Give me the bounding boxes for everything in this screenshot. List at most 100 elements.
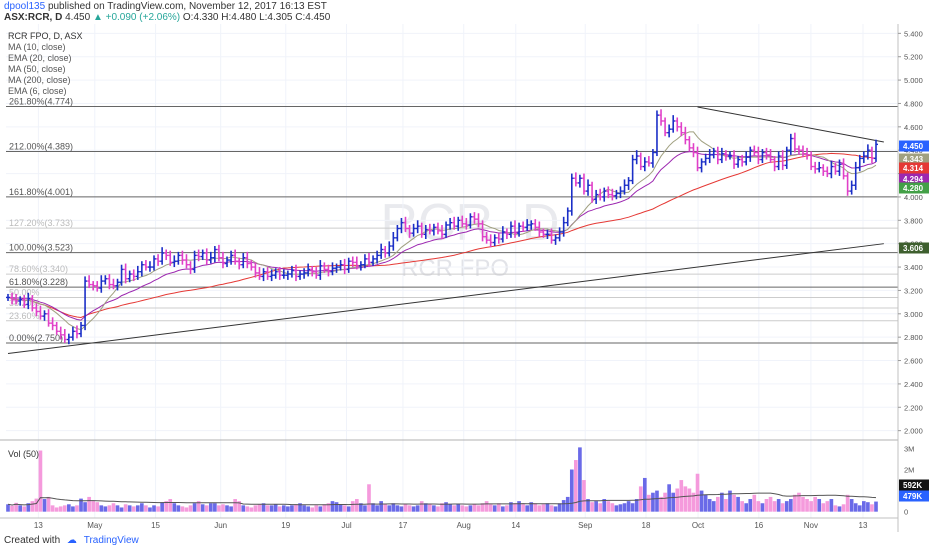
ohlc-bar (561, 216, 566, 237)
volume-bar (784, 501, 789, 512)
ohlc-bar (715, 146, 720, 165)
volume-bar (756, 501, 761, 512)
ohlc-bar (869, 146, 874, 164)
trendlines[interactable] (7, 106, 884, 355)
ohlc-bar (245, 251, 250, 269)
ohlc-bar (176, 251, 181, 265)
volume-bar (387, 505, 392, 512)
ohlc-bar (350, 256, 355, 268)
author-link[interactable]: dpool135 (4, 1, 46, 12)
time-tick-label: 17 (398, 521, 407, 530)
volume-bar (188, 505, 193, 512)
ohlc-bar (711, 147, 716, 159)
time-tick-label: 13 (859, 521, 868, 530)
ohlc-bar (423, 224, 428, 240)
ohlc-bar (70, 326, 75, 341)
ohlc-bar (788, 133, 793, 155)
volume-bar (821, 503, 826, 512)
ohlc-bar (703, 153, 708, 166)
ohlc-bar (468, 213, 473, 229)
ohlc-bar (249, 260, 254, 271)
ohlc-bar (683, 126, 688, 145)
volume-bar (638, 486, 643, 512)
volume-bar (30, 501, 35, 512)
price-label-4.294: 4.294 (899, 173, 929, 185)
indicator-legend: RCR FPO, D, ASX MA (10, close) EMA (20, … (8, 31, 83, 96)
volume-bar (330, 501, 335, 512)
volume-bar (367, 484, 371, 512)
time-tick-label: Nov (804, 521, 818, 530)
volume-bar (213, 503, 217, 512)
volume-bar (671, 492, 676, 512)
volume-bar (294, 504, 298, 512)
volume-bar (257, 504, 262, 512)
price-label-text: 4.450 (903, 142, 924, 151)
ohlc-bar (594, 189, 599, 204)
price-tick-label: 3.200 (904, 286, 923, 295)
ohlc-bar (448, 217, 453, 230)
volume-bar (529, 502, 534, 512)
volume-bar (492, 505, 497, 512)
ohlc-bar (233, 249, 238, 265)
ohlc-bar (533, 219, 538, 231)
volume-bar (496, 503, 501, 512)
ohlc-bar (752, 145, 757, 157)
volume-bar (322, 504, 327, 512)
ohlc-bar (111, 278, 116, 290)
ohlc-bar (172, 255, 177, 268)
fib-level-label: 127.20%(3.733) (9, 218, 73, 228)
ohlc-bar (642, 157, 647, 172)
volume-bar (651, 492, 655, 512)
ohlc-bar (460, 215, 465, 228)
volume-bar (732, 494, 736, 512)
volume-bar (853, 503, 858, 512)
volume-bar (659, 496, 663, 512)
volume-bar (237, 501, 242, 512)
volume-bar (391, 503, 396, 512)
ohlc-bar (143, 260, 148, 271)
volume-bar (679, 480, 684, 512)
ohlc-bar (732, 150, 737, 169)
volume-bar (62, 505, 67, 512)
ohlc-bar (541, 228, 546, 238)
ohlc-bar (630, 154, 635, 185)
axes[interactable]: 5.4005.2005.0004.8004.6004.4004.2004.000… (0, 24, 932, 532)
fibonacci-retracement[interactable]: 261.80%(4.774) 212.00%(4.389) 161.80%(4.00… (6, 96, 898, 344)
volume-bar (862, 501, 866, 512)
price-label-4.280: 4.280 (899, 182, 929, 194)
volume-bar (695, 473, 700, 512)
ohlc-bar (549, 228, 554, 244)
ohlc-bar (152, 255, 157, 271)
volume-bar (517, 501, 521, 512)
volume-label-592K: 592K (899, 479, 929, 491)
volume-bar (630, 503, 635, 512)
volume-bar (46, 496, 51, 512)
ohlc-close: C:4.450 (295, 12, 331, 23)
volume-bar (407, 505, 412, 512)
price-chart[interactable]: RCR, D RCR FPO 261.80%(4.774) 212.00%(4.3… (0, 24, 932, 532)
volume-bar (176, 505, 181, 512)
time-tick-label: Sep (578, 521, 593, 530)
ohlc-bar (289, 265, 294, 278)
ohlc-bar (845, 172, 850, 196)
watermark-name: RCR FPO (401, 255, 509, 282)
ohlc-bar (180, 250, 185, 265)
volume-bar (273, 504, 278, 512)
volume-bar (509, 502, 513, 512)
volume-bar (419, 501, 424, 512)
trendline-support (7, 243, 884, 355)
ohlc-bar (659, 109, 664, 126)
ohlc-bar (395, 224, 400, 242)
volume-bar (760, 503, 765, 512)
ohlc-bar (371, 255, 376, 266)
price-label-box (899, 173, 929, 185)
volume-bar (626, 501, 631, 512)
ohlc-bar (407, 224, 412, 238)
ohlc-bar (805, 147, 810, 160)
ohlc-bar (131, 269, 136, 282)
ohlc-bar (792, 132, 797, 153)
legend-ma200: MA (200, close) (8, 75, 71, 85)
price-tick-label: 2.000 (904, 427, 923, 436)
volume-bar (444, 502, 448, 512)
tradingview-link[interactable]: TradingView (83, 535, 139, 546)
